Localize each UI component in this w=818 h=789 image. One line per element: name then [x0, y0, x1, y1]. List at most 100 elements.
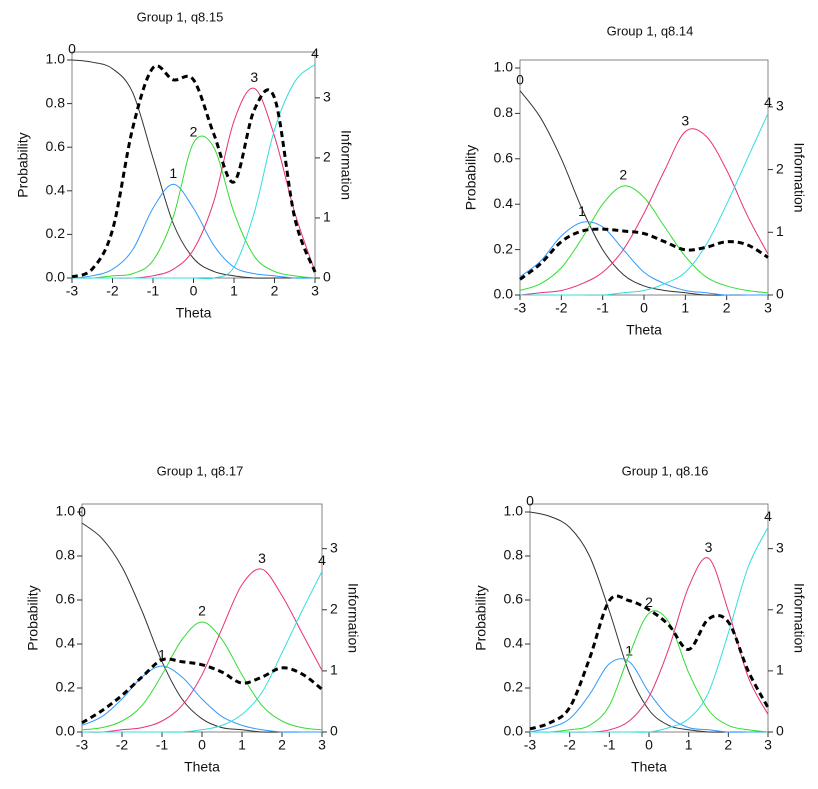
x-tick-label: -1 — [156, 737, 169, 753]
category-curve — [81, 522, 322, 733]
y2-tick-label: 2 — [330, 600, 338, 616]
information-curve — [71, 64, 317, 279]
x-tick-label: 0 — [640, 300, 648, 316]
y-tick-label: 0.6 — [46, 138, 66, 154]
y-tick-label: 0.6 — [56, 591, 76, 607]
y2-tick-label: 2 — [776, 160, 784, 176]
chart-title: Group 1, q8.17 — [157, 463, 244, 478]
x-tick-label: -1 — [147, 283, 160, 299]
x-tick-label: -3 — [514, 300, 527, 316]
curve-label: 4 — [764, 508, 772, 524]
curve-label: 2 — [645, 594, 653, 610]
x-axis-label: Theta — [176, 305, 212, 321]
x-tick-label: 0 — [645, 737, 653, 753]
category-curve — [519, 128, 769, 296]
x-axis-label: Theta — [184, 759, 220, 775]
x-tick-label: 0 — [198, 737, 206, 753]
y-axis-label: Probability — [15, 132, 31, 197]
x-tick-label: 2 — [278, 737, 286, 753]
category-curve — [529, 658, 768, 733]
y-tick-label: 0.4 — [494, 195, 514, 211]
category-curve — [529, 610, 769, 733]
curve-label: 3 — [705, 539, 713, 555]
y2-tick-label: 1 — [323, 209, 331, 225]
y-tick-label: 0.0 — [494, 286, 514, 302]
y-tick-label: 1.0 — [56, 503, 76, 519]
curve-label: 4 — [318, 552, 326, 568]
y-tick-label: 1.0 — [46, 51, 66, 67]
y-tick-label: 0.8 — [494, 104, 514, 120]
x-tick-label: -3 — [66, 283, 79, 299]
curve-label: 0 — [68, 41, 76, 57]
y-tick-label: 0.2 — [56, 679, 76, 695]
y2-tick-label: 0 — [776, 286, 784, 302]
curve-label: 1 — [158, 647, 166, 663]
category-curve — [71, 183, 316, 279]
y-tick-label: 0.4 — [46, 182, 66, 198]
y2-tick-label: 3 — [323, 89, 331, 105]
y2-tick-label: 2 — [323, 149, 331, 165]
curve-label: 3 — [681, 112, 689, 128]
y2-tick-label: 3 — [330, 539, 338, 555]
category-curve — [71, 135, 316, 279]
y-tick-label: 1.0 — [504, 503, 524, 519]
curve-label: 2 — [190, 124, 198, 140]
curve-label: 1 — [625, 642, 633, 658]
y2-axis-label: Information — [345, 583, 361, 653]
y2-tick-label: 0 — [323, 269, 331, 285]
y-tick-label: 0.6 — [504, 591, 524, 607]
curve-label: 4 — [311, 45, 319, 61]
category-curve — [81, 621, 323, 731]
information-curve — [529, 594, 770, 731]
x-tick-label: -2 — [116, 737, 129, 753]
x-tick-label: 0 — [190, 283, 198, 299]
curve-label: 2 — [619, 167, 627, 183]
x-tick-label: 1 — [681, 300, 689, 316]
x-tick-label: -3 — [524, 737, 537, 753]
x-tick-label: 3 — [764, 737, 772, 753]
x-tick-label: 3 — [318, 737, 326, 753]
y-tick-label: 0.2 — [46, 225, 66, 241]
curve-label: 0 — [526, 493, 534, 509]
x-tick-label: 2 — [271, 283, 279, 299]
y2-tick-label: 2 — [776, 600, 784, 616]
category-curve — [71, 59, 315, 279]
x-tick-label: 2 — [724, 737, 732, 753]
x-tick-label: 2 — [723, 300, 731, 316]
category-curve — [81, 665, 322, 733]
chart-title: Group 1, q8.16 — [622, 463, 709, 478]
y-tick-label: 0.2 — [494, 240, 514, 256]
x-tick-label: 1 — [238, 737, 246, 753]
curve-label: 3 — [250, 69, 258, 85]
y-tick-label: 0.6 — [494, 150, 514, 166]
x-tick-label: 3 — [764, 300, 772, 316]
category-curve — [519, 90, 768, 296]
x-tick-label: -1 — [596, 300, 609, 316]
information-curve — [81, 657, 323, 725]
y2-tick-label: 0 — [776, 723, 784, 739]
y-axis-label: Probability — [473, 585, 489, 650]
y-axis-label: Probability — [463, 145, 479, 210]
y-tick-label: 1.0 — [494, 59, 514, 75]
y2-tick-label: 1 — [330, 662, 338, 678]
y2-tick-label: 1 — [776, 662, 784, 678]
y-tick-label: 0.8 — [46, 94, 66, 110]
curve-label: 0 — [516, 71, 524, 87]
y-tick-label: 0.8 — [56, 547, 76, 563]
x-tick-label: -1 — [603, 737, 616, 753]
x-axis-label: Theta — [626, 322, 662, 338]
information-curve — [519, 227, 769, 281]
category-curve — [82, 571, 323, 733]
curve-label: 2 — [198, 603, 206, 619]
y-tick-label: 0.8 — [504, 547, 524, 563]
y2-tick-label: 3 — [776, 539, 784, 555]
curve-label: 3 — [258, 550, 266, 566]
x-tick-label: 3 — [311, 283, 319, 299]
category-curve — [530, 557, 769, 733]
y2-axis-label: Information — [791, 583, 807, 653]
chart-title: Group 1, q8.14 — [607, 23, 694, 38]
category-curve — [520, 113, 769, 296]
